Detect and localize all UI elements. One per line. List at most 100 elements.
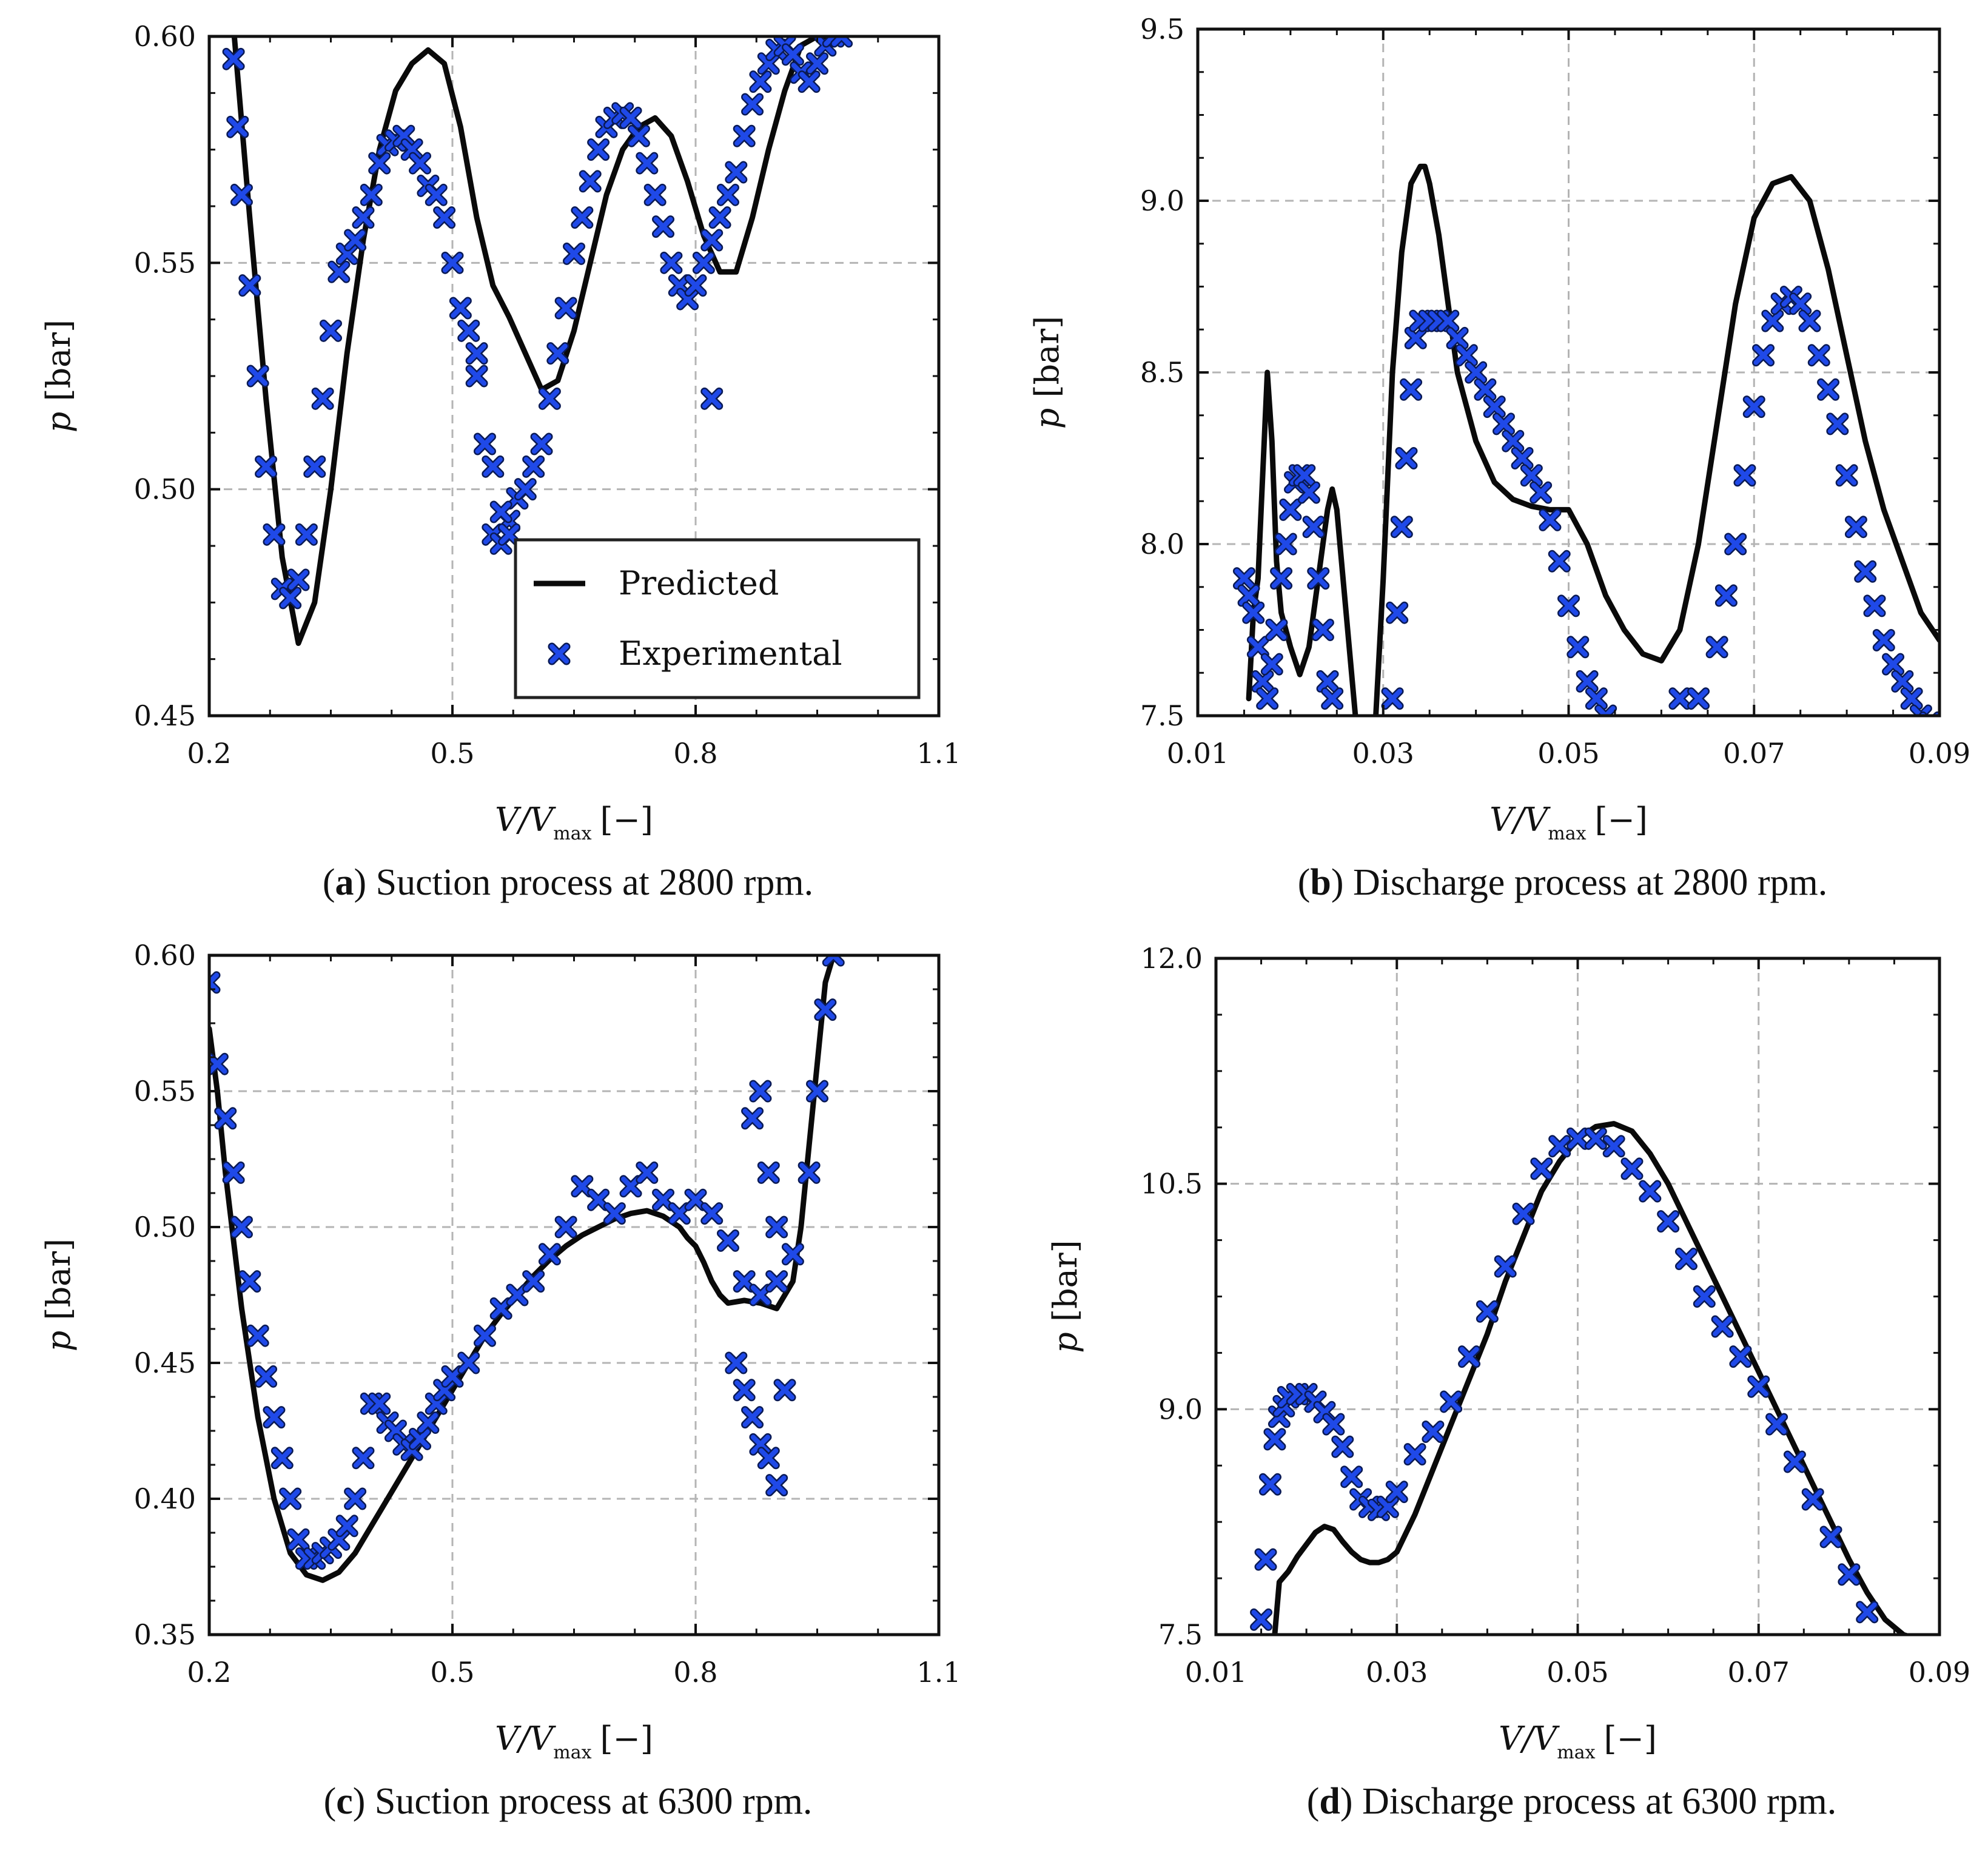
legend-marker-icon xyxy=(549,644,569,664)
data-point-experimental xyxy=(353,1448,373,1468)
y-axis-label: p [bar] xyxy=(39,1239,78,1351)
data-point-experimental xyxy=(272,1448,292,1468)
caption-title: Suction process at 2800 rpm. xyxy=(376,862,814,903)
chart-panel-c: 0.2 0.5 0.8 1.1 0.35 0.40 0.45 0.50 0.55 0.60 V/Vm… xyxy=(39,939,961,1822)
data-point-experimental xyxy=(637,153,657,173)
data-point-experimental xyxy=(1253,671,1273,691)
data-point-experimental xyxy=(621,108,641,128)
data-point-experimental xyxy=(1294,465,1314,485)
x-axis-label: V/Vmax [−] xyxy=(1499,1720,1657,1763)
caption-paren-close: ) xyxy=(1340,1781,1362,1822)
data-point-experimental xyxy=(321,321,341,341)
data-point-experimental xyxy=(637,1163,657,1183)
x-axis-label-main: V/V xyxy=(495,1720,556,1758)
data-point-experimental xyxy=(799,72,819,92)
x-tick-label: 0.5 xyxy=(430,1656,474,1689)
data-point-experimental xyxy=(1540,510,1560,530)
data-point-experimental xyxy=(1531,483,1551,503)
data-point-experimental xyxy=(1304,517,1324,537)
x-axis-label-unit: [−] xyxy=(600,801,653,839)
data-point-experimental xyxy=(467,366,487,386)
data-point-experimental xyxy=(248,1326,268,1346)
data-point-experimental xyxy=(621,1176,641,1196)
y-tick-label: 9.5 xyxy=(1140,13,1184,45)
y-tick-label: 12.0 xyxy=(1141,942,1203,975)
y-axis-label: p [bar] xyxy=(1028,316,1066,429)
caption-label: a xyxy=(335,862,354,903)
data-point-experimental xyxy=(1855,562,1875,582)
chart-caption: (b) Discharge process at 2800 rpm. xyxy=(1298,862,1828,903)
data-point-experimental xyxy=(1809,345,1829,365)
x-axis-label-unit: [−] xyxy=(600,1720,653,1758)
data-point-experimental xyxy=(1280,500,1300,520)
data-point-experimental xyxy=(564,244,584,264)
caption-title: Discharge process at 6300 rpm. xyxy=(1362,1781,1836,1822)
y-tick-label: 0.55 xyxy=(134,246,196,279)
data-point-experimental xyxy=(458,1353,479,1373)
data-point-experimental xyxy=(1266,620,1286,640)
data-point-experimental xyxy=(1785,1452,1805,1472)
y-axis-label-unit: [bar] xyxy=(1046,1240,1084,1322)
data-point-experimental xyxy=(1264,1429,1284,1449)
y-tick-label: 0.45 xyxy=(134,699,196,732)
data-point-experimental xyxy=(1477,1302,1497,1322)
data-point-experimental xyxy=(345,1489,365,1508)
x-tick-label: 0.2 xyxy=(187,1656,231,1689)
caption-paren-close: ) xyxy=(353,1781,375,1822)
data-point-experimental xyxy=(1568,1129,1588,1149)
data-point-experimental xyxy=(1318,671,1338,691)
data-point-experimental xyxy=(345,230,365,250)
data-point-experimental xyxy=(232,1217,252,1237)
series-line-predicted xyxy=(1272,1121,1912,1635)
data-point-experimental xyxy=(1762,311,1782,331)
data-point-experimental xyxy=(361,185,381,205)
y-tick-label: 0.60 xyxy=(134,20,196,53)
data-point-experimental xyxy=(1821,1527,1841,1547)
x-axis-label: V/Vmax [−] xyxy=(495,1720,653,1763)
y-tick-label: 0.50 xyxy=(134,473,196,506)
data-point-experimental xyxy=(1902,688,1922,708)
x-axis-label-unit: [−] xyxy=(1604,1720,1657,1758)
y-tick-label: 9.0 xyxy=(1158,1393,1203,1425)
data-point-experimental xyxy=(588,140,608,160)
data-point-experimental xyxy=(1392,517,1412,537)
x-tick-label: 0.09 xyxy=(1909,737,1970,770)
y-axis-label-main: p xyxy=(1046,1322,1084,1353)
data-point-experimental xyxy=(670,1203,690,1223)
data-point-experimental xyxy=(580,171,600,191)
data-point-experimental xyxy=(227,117,247,137)
data-point-experimental xyxy=(1713,1317,1733,1337)
data-point-experimental xyxy=(1676,1249,1696,1269)
data-point-experimental xyxy=(1596,706,1616,716)
data-point-experimental xyxy=(1827,414,1847,434)
legend-box xyxy=(514,538,921,699)
data-point-experimental xyxy=(1670,688,1690,708)
data-point-experimental xyxy=(710,207,730,227)
data-point-experimental xyxy=(1730,1347,1750,1367)
data-point-experimental xyxy=(1438,311,1458,331)
data-point-experimental xyxy=(1260,1475,1280,1495)
data-point-experimental xyxy=(353,207,373,227)
data-point-experimental xyxy=(1332,1437,1352,1457)
x-tick-label: 0.05 xyxy=(1546,1656,1608,1689)
x-tick-label: 0.2 xyxy=(187,737,231,770)
data-point-experimental xyxy=(1688,688,1708,708)
data-point-experimental xyxy=(1313,620,1333,640)
chart-panel-a: 0.2 0.5 0.8 1.1 0.45 0.50 0.55 0.60 V/Vmax [−] p [… xyxy=(39,20,961,903)
data-point-experimental xyxy=(702,230,722,250)
data-point-experimental xyxy=(750,1081,770,1101)
data-point-experimental xyxy=(1248,637,1268,657)
data-point-experimental xyxy=(475,434,495,454)
data-point-experimental xyxy=(1387,603,1407,623)
x-tick-label: 0.05 xyxy=(1537,737,1599,770)
x-axis-label-subscript: max xyxy=(553,1742,591,1763)
data-point-experimental xyxy=(523,457,543,477)
data-point-experimental xyxy=(256,1367,276,1387)
chart-caption: (c) Suction process at 6300 rpm. xyxy=(324,1781,813,1822)
data-point-experimental xyxy=(759,1163,779,1183)
data-point-experimental xyxy=(1920,713,1939,716)
data-point-experimental xyxy=(1892,671,1912,691)
data-point-experimental xyxy=(1276,534,1296,554)
data-point-experimental xyxy=(556,1217,576,1237)
